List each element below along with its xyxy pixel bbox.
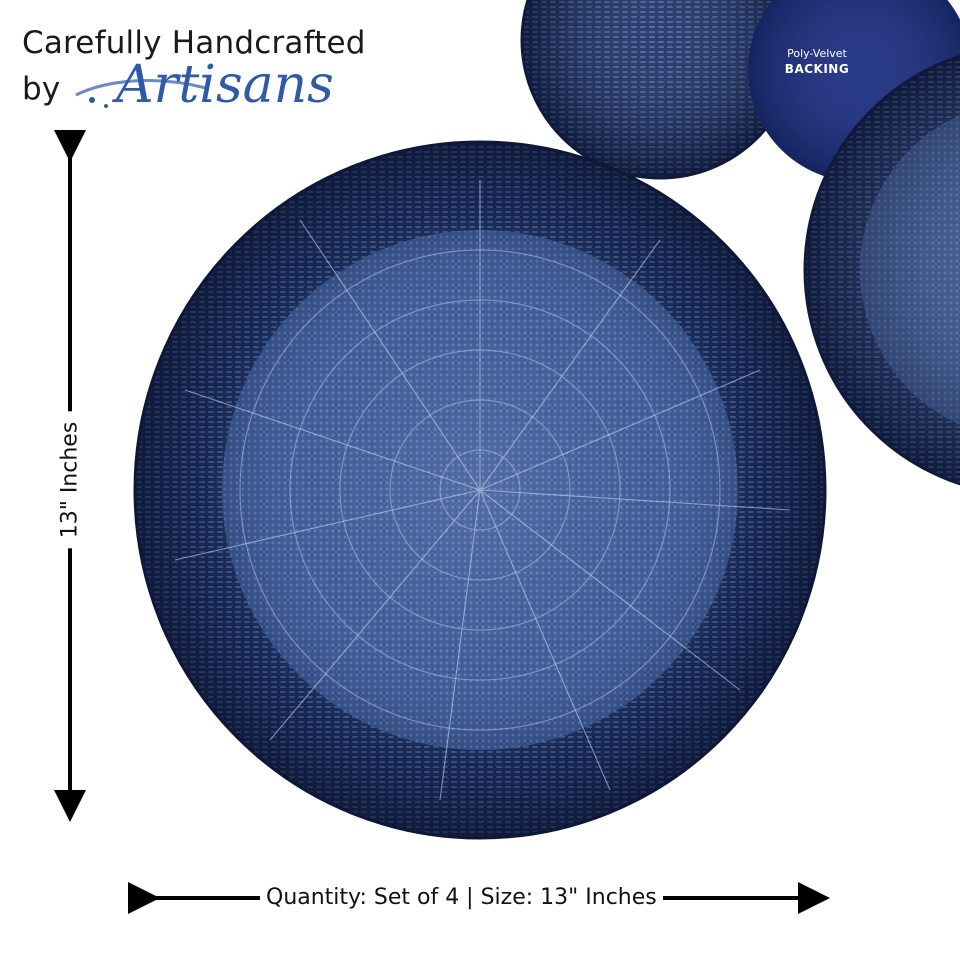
headline-line-2: by	[22, 71, 61, 107]
quantity-size-caption: Quantity: Set of 4 | Size: 13" Inches	[260, 882, 663, 914]
backing-material: Poly-Velvet	[787, 47, 847, 60]
placemat-back-top	[520, 0, 800, 180]
height-label: 13" Inches	[57, 411, 83, 549]
backing-label: Poly-Velvet BACKING	[772, 46, 862, 77]
placemat-right	[803, 54, 960, 486]
artisans-script-logo: Artisans	[75, 55, 334, 115]
artisans-script-text: Artisans	[112, 55, 334, 115]
headline: Carefully Handcrafted by	[22, 20, 366, 112]
headline-line-1: Carefully Handcrafted	[22, 25, 366, 61]
backing-title: BACKING	[784, 62, 850, 76]
placemat-main	[133, 140, 827, 840]
